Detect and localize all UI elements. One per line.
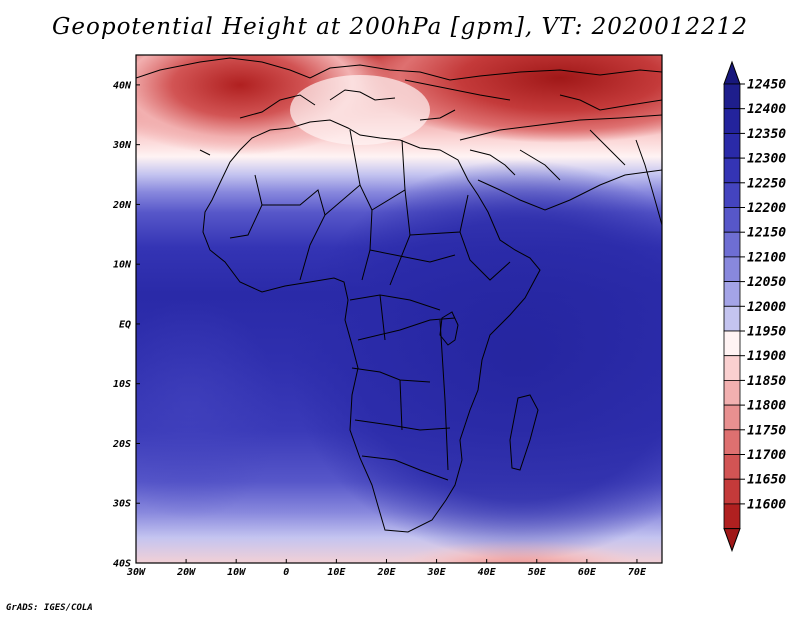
colorbar-bottom-arrow — [723, 528, 741, 553]
x-tick-label: 30W — [126, 567, 146, 578]
colorbar-label: 12300 — [747, 152, 786, 167]
y-tick-label: 40N — [113, 80, 132, 91]
y-tick-label: 30N — [112, 140, 132, 151]
colorbar-swatch — [723, 132, 741, 159]
colorbar-swatch — [723, 157, 741, 184]
y-tick-label: 20S — [112, 439, 131, 450]
x-tick-label: 20E — [376, 567, 396, 578]
colorbar-label: 11850 — [747, 374, 786, 389]
y-tick-label: 10S — [113, 379, 131, 390]
colorbar-label: 12100 — [747, 250, 786, 265]
colorbar-label: 11800 — [747, 399, 786, 414]
colorbar-swatch — [723, 478, 741, 505]
colorbar-label: 12200 — [747, 201, 786, 216]
colorbar-label: 12350 — [747, 127, 786, 142]
height-field — [136, 55, 662, 563]
y-tick-label: 10N — [113, 260, 132, 271]
x-tick-label: 10W — [227, 567, 246, 578]
colorbar-label: 11650 — [747, 473, 786, 488]
x-tick-label: 50E — [528, 567, 547, 578]
colorbar-label: 12400 — [747, 102, 786, 117]
colorbar-swatch — [723, 429, 741, 455]
colorbar-swatch — [723, 182, 741, 208]
colorbar-swatch — [723, 454, 741, 480]
y-tick-label: 30S — [112, 499, 131, 510]
credit-text: GrADS: IGES/COLA — [6, 603, 93, 613]
x-tick-label: 70E — [628, 567, 647, 578]
x-axis: 30W 20W 10W 0 10E 20E 30E 40E 50E 60E 70E — [126, 559, 647, 578]
colorbar: 12450 12400 12350 12300 12250 12200 12150 12100… — [723, 60, 786, 553]
x-tick-label: 10E — [327, 567, 346, 578]
map-frame — [135, 54, 663, 564]
colorbar-swatch — [723, 83, 741, 110]
colorbar-swatch — [723, 503, 741, 529]
y-tick-label: 20N — [112, 200, 132, 211]
page-title: Geopotential Height at 200hPa [gpm], VT:… — [52, 14, 748, 40]
colorbar-label: 12050 — [747, 275, 786, 290]
colorbar-label: 11700 — [747, 448, 786, 463]
x-tick-label: 30E — [427, 567, 447, 578]
x-tick-label: 20W — [176, 567, 196, 578]
colorbar-label: 12450 — [747, 78, 786, 93]
colorbar-label: 11900 — [747, 349, 786, 364]
colorbar-label: 11950 — [747, 325, 786, 340]
x-tick-label: 40E — [478, 567, 497, 578]
y-tick-label: 40S — [113, 559, 131, 570]
colorbar-swatch — [723, 231, 741, 258]
colorbar-label: 12250 — [747, 176, 786, 191]
colorbar-swatch — [723, 281, 741, 307]
colorbar-swatch — [723, 305, 741, 332]
colorbar-swatch — [723, 404, 741, 431]
colorbar-top-arrow — [723, 60, 741, 85]
colorbar-swatch — [723, 256, 741, 282]
colorbar-swatch — [723, 379, 741, 406]
colorbar-label: 11600 — [747, 497, 786, 512]
x-tick-label: 60E — [578, 567, 597, 578]
y-axis: 40N 30N 20N 10N EQ 10S 20S 30S 40S — [112, 80, 140, 570]
colorbar-swatch — [723, 207, 741, 233]
colorbar-swatch — [723, 330, 741, 357]
y-tick-label: EQ — [119, 319, 131, 330]
colorbar-swatch — [723, 108, 741, 134]
colorbar-swatch — [723, 355, 741, 381]
colorbar-label: 11750 — [747, 423, 786, 438]
x-tick-label: 0 — [283, 567, 289, 578]
colorbar-label: 12150 — [747, 226, 786, 241]
colorbar-label: 12000 — [747, 300, 786, 315]
coastlines — [136, 57, 662, 533]
